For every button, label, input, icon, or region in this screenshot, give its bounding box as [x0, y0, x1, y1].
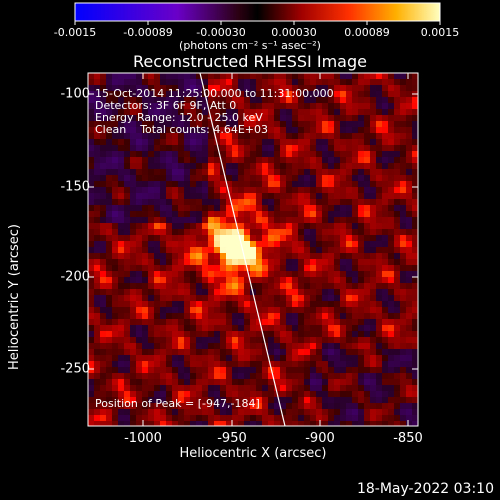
y-axis-label: Heliocentric Y (arcsec)	[7, 224, 22, 370]
clean-counts-text: Clean Total counts: 4.64E+03	[95, 123, 269, 136]
y-tick-label: -100	[60, 86, 90, 102]
peak-position-text: Position of Peak = [-947,-184]	[95, 397, 260, 410]
y-tick-label: -150	[60, 179, 90, 195]
plot-frame	[87, 72, 419, 427]
colorbar-tick-label: -0.00030	[196, 26, 246, 39]
x-tick-label: -950	[217, 431, 247, 446]
axis-ticks	[88, 73, 418, 426]
x-tick-label: -900	[305, 431, 335, 446]
colorbar-tick-label: 0.0015	[420, 26, 460, 39]
colorbar-tick-label: -0.00089	[123, 26, 173, 39]
energy-range-text: Energy Range: 12.0 - 25.0 keV	[95, 111, 263, 124]
colorbar-tick-label: -0.0015	[53, 26, 97, 39]
solar-limb-line	[199, 73, 286, 426]
y-tick-label: -250	[60, 361, 90, 377]
plot-title: Reconstructed RHESSI Image	[133, 52, 367, 71]
colorbar-tick-label: 0.00089	[344, 26, 390, 39]
y-tick-label: -200	[60, 269, 90, 285]
detectors-text: Detectors: 3F 6F 9F, Att 0	[95, 99, 237, 112]
colorbar-units: (photons cm⁻² s⁻¹ asec⁻²)	[179, 39, 321, 52]
x-axis-label: Heliocentric X (arcsec)	[179, 446, 327, 461]
x-tick-label: -850	[393, 431, 423, 446]
colorbar	[74, 2, 441, 22]
rhessi-image	[88, 73, 418, 426]
time-range-text: 15-Oct-2014 11:25:00.000 to 11:31:00.000	[95, 87, 334, 100]
generation-timestamp: 18-May-2022 03:10	[356, 481, 494, 497]
colorbar-tick-label: 0.00030	[271, 26, 317, 39]
x-tick-label: -1000	[124, 431, 162, 446]
colorbar-ticks	[74, 21, 441, 25]
